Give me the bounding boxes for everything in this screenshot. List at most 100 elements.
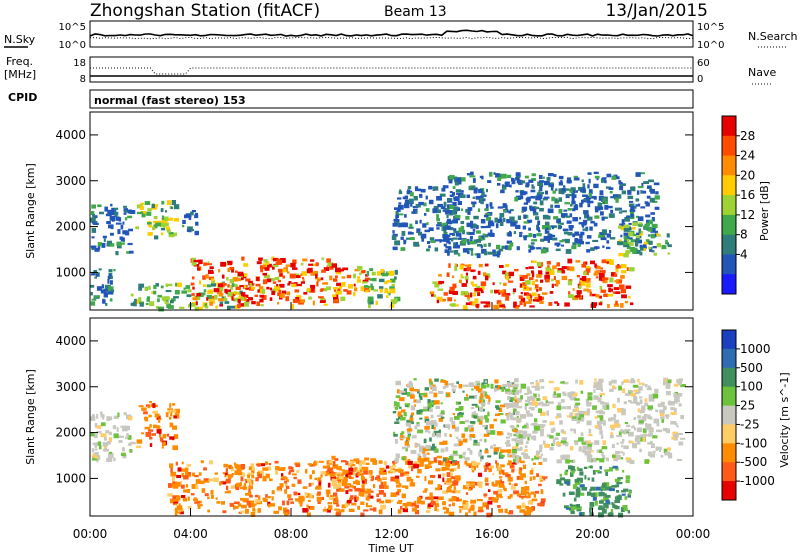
scatter-cell bbox=[464, 502, 469, 507]
scatter-cell bbox=[452, 461, 456, 466]
scatter-cell bbox=[447, 424, 450, 430]
scatter-cell bbox=[480, 393, 483, 399]
scatter-cell bbox=[635, 237, 640, 242]
scatter-cell bbox=[449, 232, 455, 235]
scatter-cell bbox=[481, 191, 485, 197]
scatter-cell bbox=[555, 415, 559, 419]
scatter-cell bbox=[164, 220, 168, 224]
scatter-cell bbox=[601, 259, 607, 264]
scatter-cell bbox=[323, 303, 328, 306]
scatter-cell bbox=[550, 234, 556, 238]
scatter-cell bbox=[637, 378, 640, 383]
scatter-cell bbox=[97, 204, 102, 208]
scatter-cell bbox=[348, 508, 355, 512]
scatter-cell bbox=[568, 506, 574, 512]
scatter-cell bbox=[432, 208, 438, 214]
scatter-cell bbox=[528, 500, 534, 505]
x-tick-label: 20:00 bbox=[575, 527, 610, 541]
scatter-cell bbox=[582, 194, 588, 197]
scatter-cell bbox=[295, 498, 299, 502]
scatter-cell bbox=[633, 427, 637, 431]
scatter-cell bbox=[663, 448, 668, 453]
scatter-cell bbox=[505, 275, 509, 280]
scatter-cell bbox=[498, 469, 503, 474]
scatter-cell bbox=[486, 430, 491, 433]
scatter-cell bbox=[167, 408, 174, 411]
scatter-cell bbox=[477, 442, 480, 447]
scatter-cell bbox=[430, 446, 437, 451]
scatter-cell bbox=[191, 484, 198, 489]
scatter-cell bbox=[428, 465, 432, 469]
scatter-cell bbox=[335, 275, 338, 278]
scatter-cell bbox=[605, 457, 609, 462]
scatter-cell bbox=[567, 258, 573, 264]
scatter-cell bbox=[338, 285, 343, 289]
scatter-cell bbox=[449, 417, 454, 422]
scatter-cell bbox=[572, 217, 578, 222]
scatter-cell bbox=[172, 403, 176, 406]
scatter-cell bbox=[480, 219, 486, 224]
scatter-cell bbox=[434, 448, 439, 453]
scatter-cell bbox=[379, 500, 385, 504]
scatter-cell bbox=[261, 295, 267, 300]
colorbar-tick-label: -500 bbox=[740, 455, 767, 469]
scatter-cell bbox=[172, 425, 178, 430]
scatter-cell bbox=[480, 384, 487, 389]
scatter-cell bbox=[227, 267, 231, 272]
scatter-cell bbox=[458, 506, 464, 509]
scatter-cell bbox=[502, 384, 507, 388]
scatter-cell bbox=[327, 502, 332, 505]
scatter-cell bbox=[153, 285, 157, 290]
scatter-cell bbox=[396, 501, 402, 505]
scatter-cell bbox=[451, 382, 454, 386]
scatter-cell bbox=[609, 262, 614, 265]
scatter-cell bbox=[94, 452, 99, 456]
scatter-cell bbox=[310, 272, 316, 276]
scatter-cell bbox=[228, 465, 231, 470]
scatter-cell bbox=[350, 495, 354, 500]
scatter-cell bbox=[477, 418, 481, 422]
scatter-cell bbox=[171, 483, 176, 488]
scatter-cell bbox=[231, 269, 234, 273]
scatter-cell bbox=[602, 201, 606, 205]
scatter-cell bbox=[531, 173, 536, 177]
scatter-cell bbox=[280, 258, 286, 263]
scatter-cell bbox=[419, 445, 425, 449]
scatter-cell bbox=[478, 415, 484, 421]
scatter-cell bbox=[173, 204, 180, 210]
scatter-cell bbox=[257, 473, 262, 479]
scatter-cell bbox=[506, 439, 510, 443]
scatter-cell bbox=[397, 222, 403, 228]
scatter-cell bbox=[455, 407, 462, 411]
scatter-cell bbox=[602, 509, 607, 514]
scatter-cell bbox=[488, 468, 492, 473]
scatter-cell bbox=[659, 409, 665, 414]
scatter-cell bbox=[593, 222, 598, 227]
scatter-cell bbox=[165, 290, 172, 293]
scatter-cell bbox=[560, 429, 565, 433]
scatter-cell bbox=[505, 473, 511, 478]
scatter-cell bbox=[227, 284, 230, 288]
scatter-cell bbox=[640, 231, 644, 234]
scatter-cell bbox=[332, 294, 337, 297]
scatter-cell bbox=[582, 187, 586, 193]
scatter-cell bbox=[295, 275, 301, 278]
scatter-cell bbox=[473, 439, 478, 443]
scatter-cell bbox=[460, 291, 466, 296]
scatter-cell bbox=[498, 291, 501, 295]
scatter-cell bbox=[539, 208, 544, 212]
scatter-cell bbox=[480, 291, 484, 294]
scatter-cell bbox=[213, 477, 219, 482]
scatter-cell bbox=[617, 477, 624, 480]
scatter-cell bbox=[147, 222, 152, 225]
scatter-cell bbox=[345, 490, 349, 495]
scatter-cell bbox=[225, 468, 228, 474]
scatter-cell bbox=[428, 378, 432, 384]
scatter-cell bbox=[610, 272, 616, 277]
scatter-cell bbox=[239, 481, 242, 486]
scatter-cell bbox=[621, 219, 625, 224]
scatter-cell bbox=[483, 493, 488, 497]
scatter-cell bbox=[346, 274, 352, 279]
scatter-cell bbox=[404, 214, 407, 218]
scatter-cell bbox=[184, 214, 187, 219]
